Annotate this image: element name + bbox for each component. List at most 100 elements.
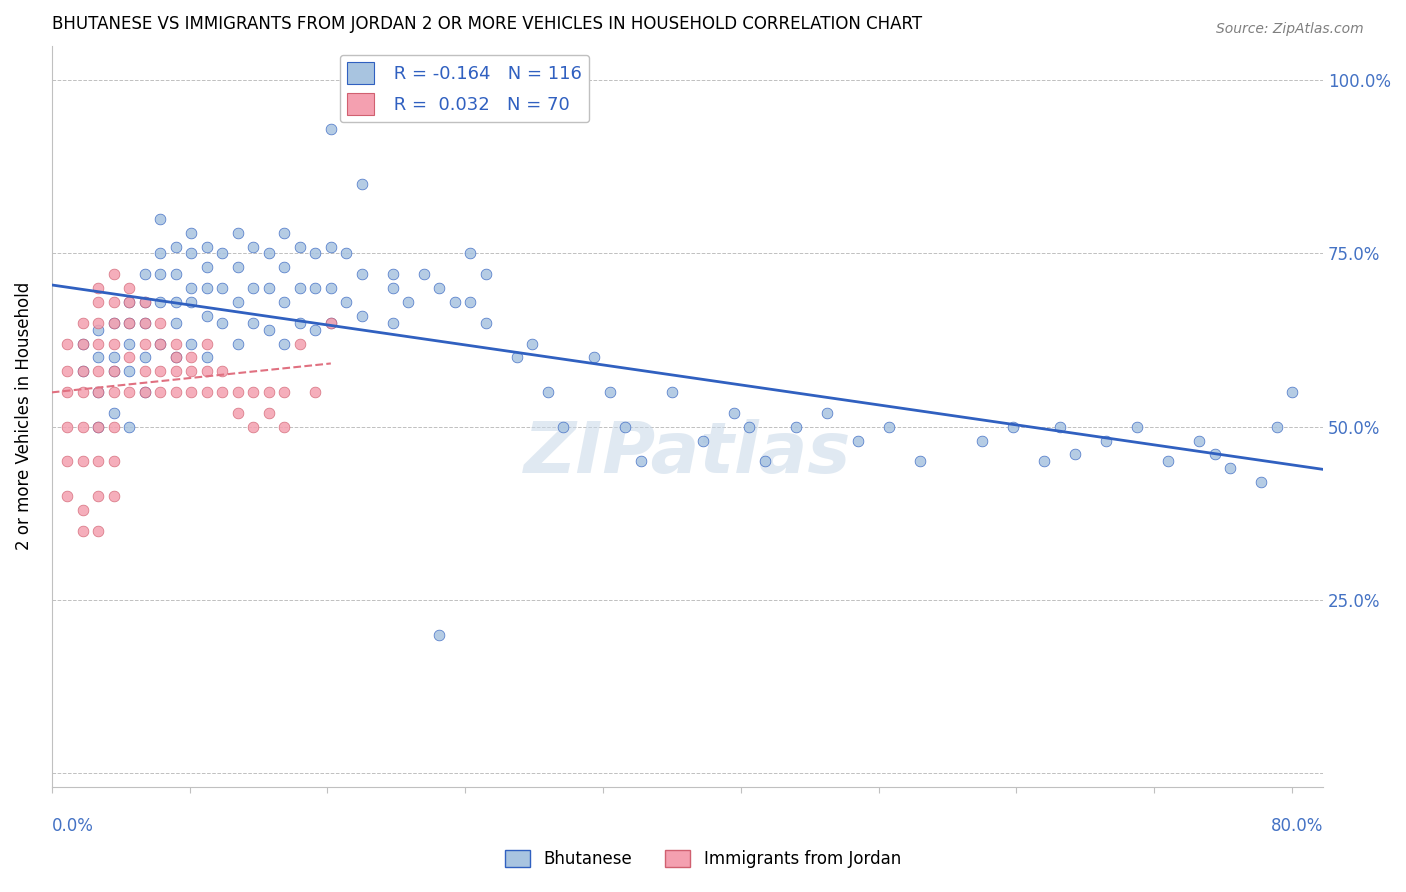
Point [427, 627, 450, 641]
Point [226, 406, 249, 420]
Point [56, 454, 79, 468]
Point [118, 419, 141, 434]
Point [319, 239, 342, 253]
Point [134, 295, 156, 310]
Point [87, 524, 110, 538]
Point [165, 239, 187, 253]
Point [149, 385, 172, 400]
Point [304, 246, 326, 260]
Point [103, 406, 125, 420]
Point [165, 336, 187, 351]
Point [460, 295, 482, 310]
Point [180, 295, 202, 310]
Point [444, 295, 467, 310]
Point [723, 406, 745, 420]
Point [257, 385, 280, 400]
Point [103, 489, 125, 503]
Point [103, 316, 125, 330]
Point [149, 316, 172, 330]
Point [319, 121, 342, 136]
Point [72, 336, 94, 351]
Point [242, 239, 264, 253]
Point [226, 336, 249, 351]
Point [257, 406, 280, 420]
Point [87, 419, 110, 434]
Point [908, 454, 931, 468]
Point [195, 364, 218, 378]
Point [1033, 454, 1056, 468]
Point [692, 434, 714, 448]
Point [1157, 454, 1180, 468]
Point [134, 295, 156, 310]
Point [56, 419, 79, 434]
Point [134, 336, 156, 351]
Point [242, 419, 264, 434]
Point [103, 364, 125, 378]
Point [877, 419, 900, 434]
Point [350, 178, 373, 192]
Point [134, 316, 156, 330]
Point [350, 267, 373, 281]
Point [87, 489, 110, 503]
Point [103, 419, 125, 434]
Point [149, 295, 172, 310]
Point [242, 281, 264, 295]
Point [72, 316, 94, 330]
Point [273, 226, 295, 240]
Point [257, 323, 280, 337]
Point [72, 385, 94, 400]
Point [118, 336, 141, 351]
Point [180, 364, 202, 378]
Point [195, 309, 218, 323]
Point [149, 211, 172, 226]
Point [195, 260, 218, 275]
Point [1219, 461, 1241, 475]
Point [815, 406, 838, 420]
Point [475, 316, 498, 330]
Legend:  R = -0.164   N = 116,  R =  0.032   N = 70: R = -0.164 N = 116, R = 0.032 N = 70 [340, 54, 589, 122]
Point [195, 239, 218, 253]
Point [180, 351, 202, 365]
Point [118, 316, 141, 330]
Point [226, 295, 249, 310]
Point [72, 454, 94, 468]
Point [87, 295, 110, 310]
Point [1281, 385, 1303, 400]
Point [537, 385, 560, 400]
Point [522, 336, 544, 351]
Point [165, 351, 187, 365]
Point [87, 336, 110, 351]
Point [72, 524, 94, 538]
Point [630, 454, 652, 468]
Point [118, 295, 141, 310]
Point [72, 419, 94, 434]
Point [87, 351, 110, 365]
Point [134, 267, 156, 281]
Text: ZIPatlas: ZIPatlas [524, 419, 851, 488]
Point [1188, 434, 1211, 448]
Text: Source: ZipAtlas.com: Source: ZipAtlas.com [1216, 22, 1364, 37]
Point [165, 316, 187, 330]
Point [165, 351, 187, 365]
Point [165, 267, 187, 281]
Point [72, 364, 94, 378]
Point [180, 281, 202, 295]
Point [506, 351, 529, 365]
Point [273, 260, 295, 275]
Point [103, 364, 125, 378]
Point [273, 336, 295, 351]
Point [846, 434, 869, 448]
Text: 80.0%: 80.0% [1271, 816, 1323, 835]
Point [242, 385, 264, 400]
Point [149, 246, 172, 260]
Point [257, 246, 280, 260]
Point [288, 281, 311, 295]
Point [211, 316, 233, 330]
Point [56, 336, 79, 351]
Point [211, 364, 233, 378]
Point [1126, 419, 1149, 434]
Point [103, 316, 125, 330]
Point [381, 281, 404, 295]
Point [118, 364, 141, 378]
Point [553, 419, 575, 434]
